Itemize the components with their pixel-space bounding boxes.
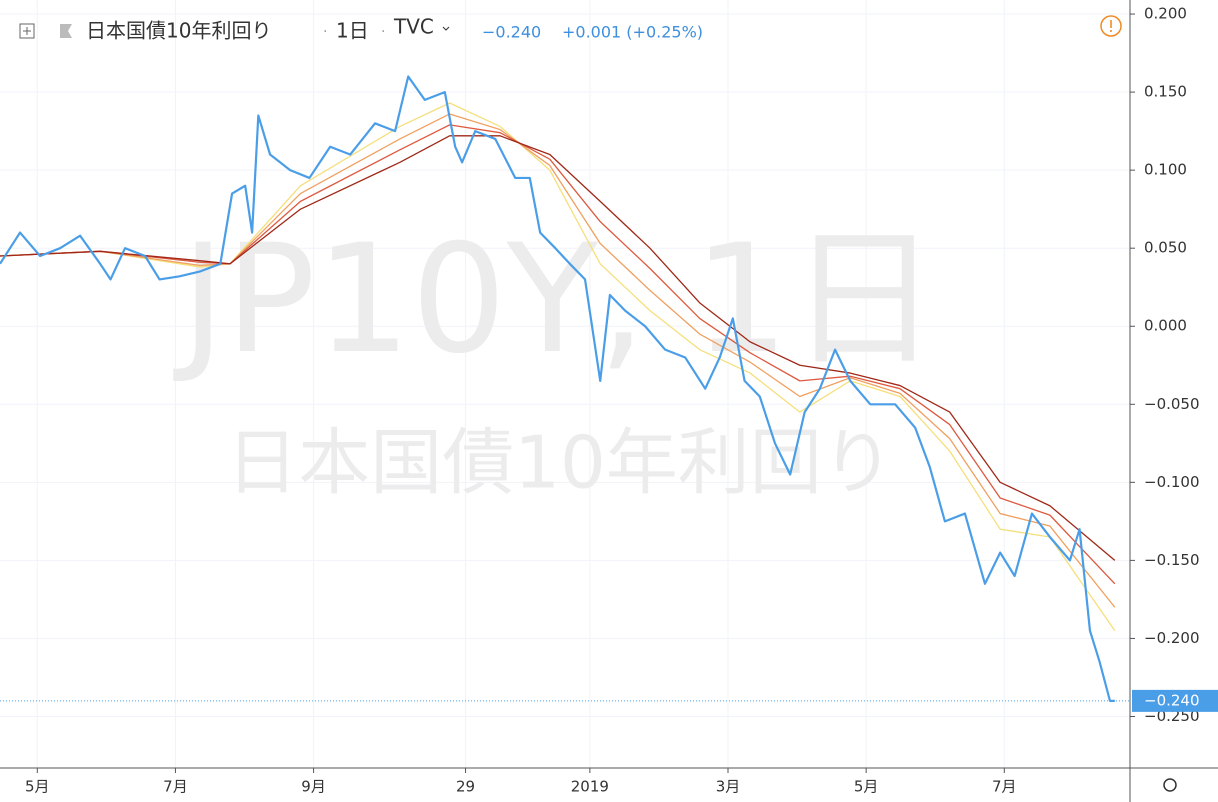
flag-icon[interactable] [60,24,72,38]
y-tick-label: 0.000 [1144,317,1187,335]
axes: 0.200 0.150 0.100 0.050 0.000 −0.050 −0.100 −0.… [25,5,1218,796]
grid [0,0,1130,768]
last-price-label: −0.240 [1144,691,1200,709]
line-series [0,75,1115,702]
y-tick-label: 0.150 [1144,83,1187,101]
x-tick-label: 3月 [716,778,741,796]
plot [0,75,1130,702]
y-tick-label: 0.100 [1144,161,1187,179]
y-tick-label: 0.200 [1144,5,1187,23]
x-tick-label: 5月 [25,778,50,796]
source-caret[interactable] [442,26,450,31]
x-tick-label: 2019 [571,778,609,796]
y-tick-label: −0.200 [1144,629,1200,647]
watermark-main: JP10Y, 1日 [173,213,939,387]
line-series [0,135,1116,561]
add-icon[interactable] [19,23,35,39]
interval: 1日 [336,19,369,43]
x-tick-label: 9月 [301,778,326,796]
y-tick-label: −0.100 [1144,473,1200,491]
symbol-title: 日本国債10年利回り [86,19,271,43]
y-tick-label: −0.150 [1144,551,1200,569]
watermark-sub: 日本国債10年利回り [226,421,894,505]
y-tick-label: −0.050 [1144,395,1200,413]
x-tick-label: 7月 [163,778,188,796]
line-series [0,113,1116,608]
add-icon-plus [23,27,31,35]
source[interactable]: TVC [393,15,434,39]
x-tick-label: 7月 [992,778,1017,796]
line-series [0,102,1116,632]
x-tick-label: 5月 [854,778,879,796]
last-price-tag [1132,689,1218,712]
y-tick-label: 0.050 [1144,239,1187,257]
price: −0.240 [482,23,541,42]
line-series [0,124,1116,585]
separator: · [381,24,385,40]
x-tick-label: 29 [456,778,475,796]
settings-icon[interactable] [1163,778,1177,792]
change: +0.001 (+0.25%) [562,23,703,42]
separator: · [323,24,327,40]
alert-icon[interactable] [1100,15,1122,37]
